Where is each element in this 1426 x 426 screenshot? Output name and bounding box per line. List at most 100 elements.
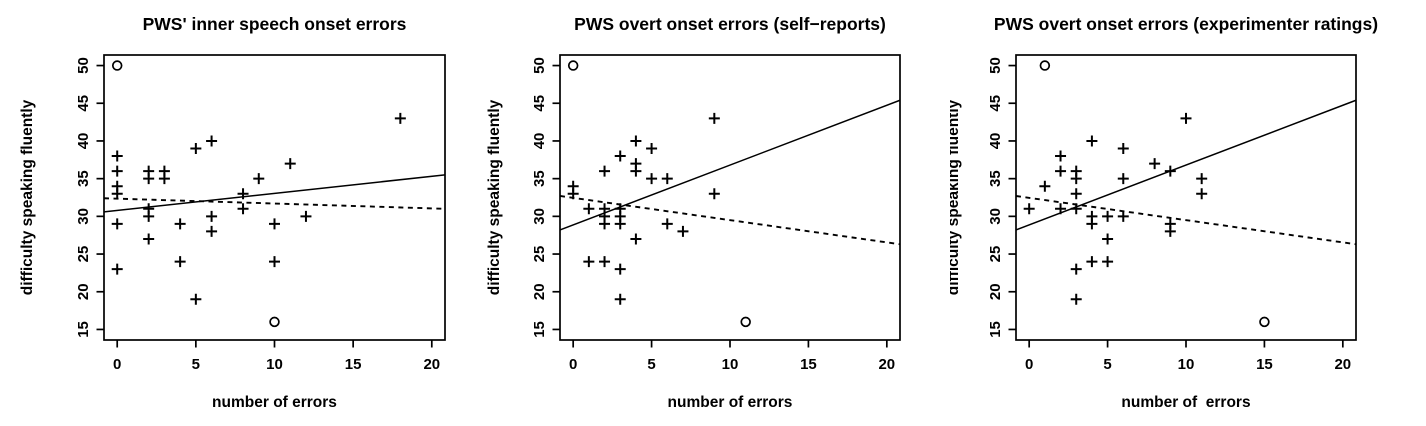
- x-tick-label: 0: [113, 356, 121, 373]
- scatter-chart-svg: PWS overt onset errors (self−reports) 0 5 1…: [486, 14, 901, 411]
- data-point-plus: [237, 203, 249, 215]
- y-tick-label: 45: [531, 95, 548, 112]
- data-point-plus: [1196, 173, 1208, 185]
- x-tick-label: 10: [1178, 356, 1195, 373]
- regression-line-dashed: [559, 195, 901, 246]
- x-tick-label: 20: [878, 356, 895, 373]
- data-point-plus: [583, 256, 595, 268]
- data-point-plus: [111, 188, 123, 200]
- y-tick-label: 15: [987, 321, 1004, 338]
- regression-line-solid: [103, 174, 446, 213]
- data-point-plus: [1149, 158, 1161, 170]
- chart-title: PWS overt onset errors (experimenter rat…: [994, 14, 1378, 34]
- data-point-plus: [300, 210, 312, 222]
- regression-line-dashed: [103, 197, 446, 210]
- x-tick-label: 20: [423, 356, 440, 373]
- data-point-plus: [1180, 112, 1192, 124]
- y-tick-label: 40: [75, 133, 92, 150]
- data-point-plus: [111, 218, 123, 230]
- data-point-plus: [206, 210, 218, 222]
- data-point-circle: [1039, 60, 1051, 71]
- data-point-plus: [206, 135, 218, 147]
- data-point-plus: [1070, 203, 1082, 215]
- data-point-plus: [614, 218, 626, 230]
- y-tick-label: 20: [987, 283, 1004, 300]
- data-point-circle: [567, 60, 579, 71]
- data-point-plus: [158, 173, 170, 185]
- data-point-plus: [630, 135, 642, 147]
- data-point-plus: [567, 188, 579, 200]
- y-tick-label: 20: [531, 283, 548, 300]
- y-tick-label: 45: [987, 95, 1004, 112]
- data-point-plus: [1039, 180, 1051, 192]
- y-tick-label: 45: [75, 95, 92, 112]
- y-tick-label: 25: [75, 246, 92, 263]
- data-point-plus: [1070, 173, 1082, 185]
- y-tick-label: 15: [531, 321, 548, 338]
- x-tick-label: 5: [192, 356, 200, 373]
- y-tick-label: 50: [987, 57, 1004, 74]
- data-point-plus: [394, 112, 406, 124]
- y-tick-label: 25: [987, 246, 1004, 263]
- data-point-plus: [1117, 173, 1129, 185]
- y-tick-label: 40: [531, 133, 548, 150]
- x-axis-label: number of errors: [1121, 394, 1250, 411]
- data-point-plus: [1086, 135, 1098, 147]
- x-tick-label: 0: [1025, 356, 1033, 373]
- scatter-chart-svg: PWS' inner speech onset errors 0 5 10 15 20 15…: [19, 14, 446, 411]
- x-tick-label: 15: [800, 356, 817, 373]
- y-tick-label: 40: [987, 133, 1004, 150]
- y-tick-label: 20: [75, 283, 92, 300]
- data-point-circle: [740, 316, 751, 328]
- plot-box: [103, 54, 446, 341]
- data-point-plus: [1117, 142, 1129, 154]
- data-point-plus: [269, 218, 280, 230]
- data-point-circle: [111, 60, 123, 71]
- data-point-plus: [630, 233, 642, 245]
- data-point-plus: [111, 165, 123, 177]
- data-point-plus: [284, 158, 296, 170]
- y-tick-label: 30: [75, 208, 92, 225]
- data-point-plus: [646, 173, 658, 185]
- x-tick-label: 15: [345, 356, 362, 373]
- y-tick-label: 35: [531, 170, 548, 187]
- y-tick-label: 30: [531, 208, 548, 225]
- x-tick-label: 5: [647, 356, 655, 373]
- y-tick-label: 35: [987, 170, 1004, 187]
- data-point-plus: [1164, 225, 1176, 237]
- data-point-plus: [614, 150, 626, 162]
- data-point-plus: [1196, 188, 1208, 200]
- data-point-plus: [708, 112, 720, 124]
- data-point-plus: [630, 165, 642, 177]
- data-point-plus: [1086, 256, 1098, 268]
- x-tick-label: 15: [1256, 356, 1273, 373]
- data-point-plus: [143, 173, 155, 185]
- data-point-plus: [1164, 165, 1176, 177]
- data-point-plus: [269, 256, 280, 268]
- y-tick-label: 50: [531, 57, 548, 74]
- data-point-plus: [614, 293, 626, 305]
- data-point-plus: [661, 218, 673, 230]
- y-axis-label: difficulty speaking fluently: [950, 99, 962, 295]
- data-point-plus: [111, 263, 123, 275]
- data-point-plus: [1070, 263, 1082, 275]
- data-point-plus: [708, 188, 720, 200]
- data-point-plus: [237, 188, 249, 200]
- plot-box: [1015, 54, 1357, 341]
- y-axis-label: difficulty speaking fluently: [19, 99, 36, 295]
- data-point-plus: [174, 256, 186, 268]
- data-point-plus: [661, 173, 673, 185]
- data-point-plus: [174, 218, 186, 230]
- data-point-plus: [677, 225, 689, 237]
- data-point-circle: [269, 316, 280, 328]
- data-point-plus: [1055, 165, 1067, 177]
- scatter-chart-svg: PWS overt onset errors (experimenter rat…: [950, 14, 1378, 411]
- y-tick-label: 25: [531, 246, 548, 263]
- data-point-plus: [111, 150, 123, 162]
- x-axis-label: number of errors: [668, 394, 793, 411]
- data-point-plus: [1086, 218, 1098, 230]
- data-point-plus: [1102, 233, 1114, 245]
- data-point-plus: [1102, 210, 1114, 222]
- x-tick-label: 5: [1103, 356, 1111, 373]
